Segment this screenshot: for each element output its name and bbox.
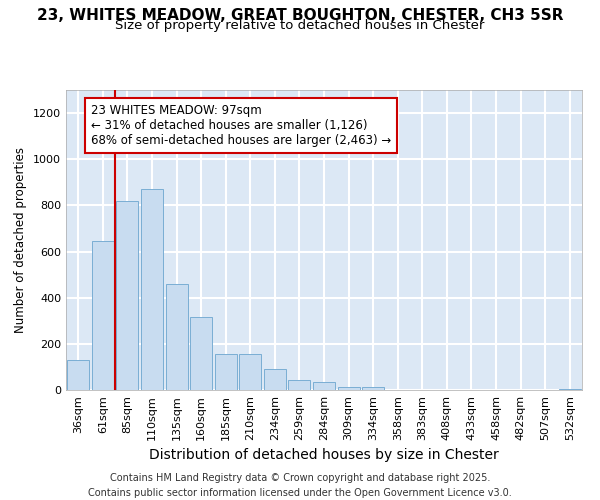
Bar: [67, 360, 89, 390]
Text: Size of property relative to detached houses in Chester: Size of property relative to detached ho…: [115, 18, 485, 32]
Text: Contains HM Land Registry data © Crown copyright and database right 2025.
Contai: Contains HM Land Registry data © Crown c…: [88, 472, 512, 498]
Bar: [313, 382, 335, 390]
Y-axis label: Number of detached properties: Number of detached properties: [14, 147, 28, 333]
Bar: [264, 369, 286, 390]
X-axis label: Distribution of detached houses by size in Chester: Distribution of detached houses by size …: [149, 448, 499, 462]
Bar: [289, 380, 310, 390]
Text: 23 WHITES MEADOW: 97sqm
← 31% of detached houses are smaller (1,126)
68% of semi: 23 WHITES MEADOW: 97sqm ← 31% of detache…: [91, 104, 391, 147]
Text: 23, WHITES MEADOW, GREAT BOUGHTON, CHESTER, CH3 5SR: 23, WHITES MEADOW, GREAT BOUGHTON, CHEST…: [37, 8, 563, 22]
Bar: [92, 241, 114, 390]
Bar: [362, 387, 384, 390]
Bar: [116, 201, 139, 390]
Bar: [141, 189, 163, 390]
Bar: [215, 354, 237, 390]
Bar: [239, 354, 262, 390]
Bar: [166, 284, 188, 390]
Bar: [338, 386, 359, 390]
Bar: [190, 318, 212, 390]
